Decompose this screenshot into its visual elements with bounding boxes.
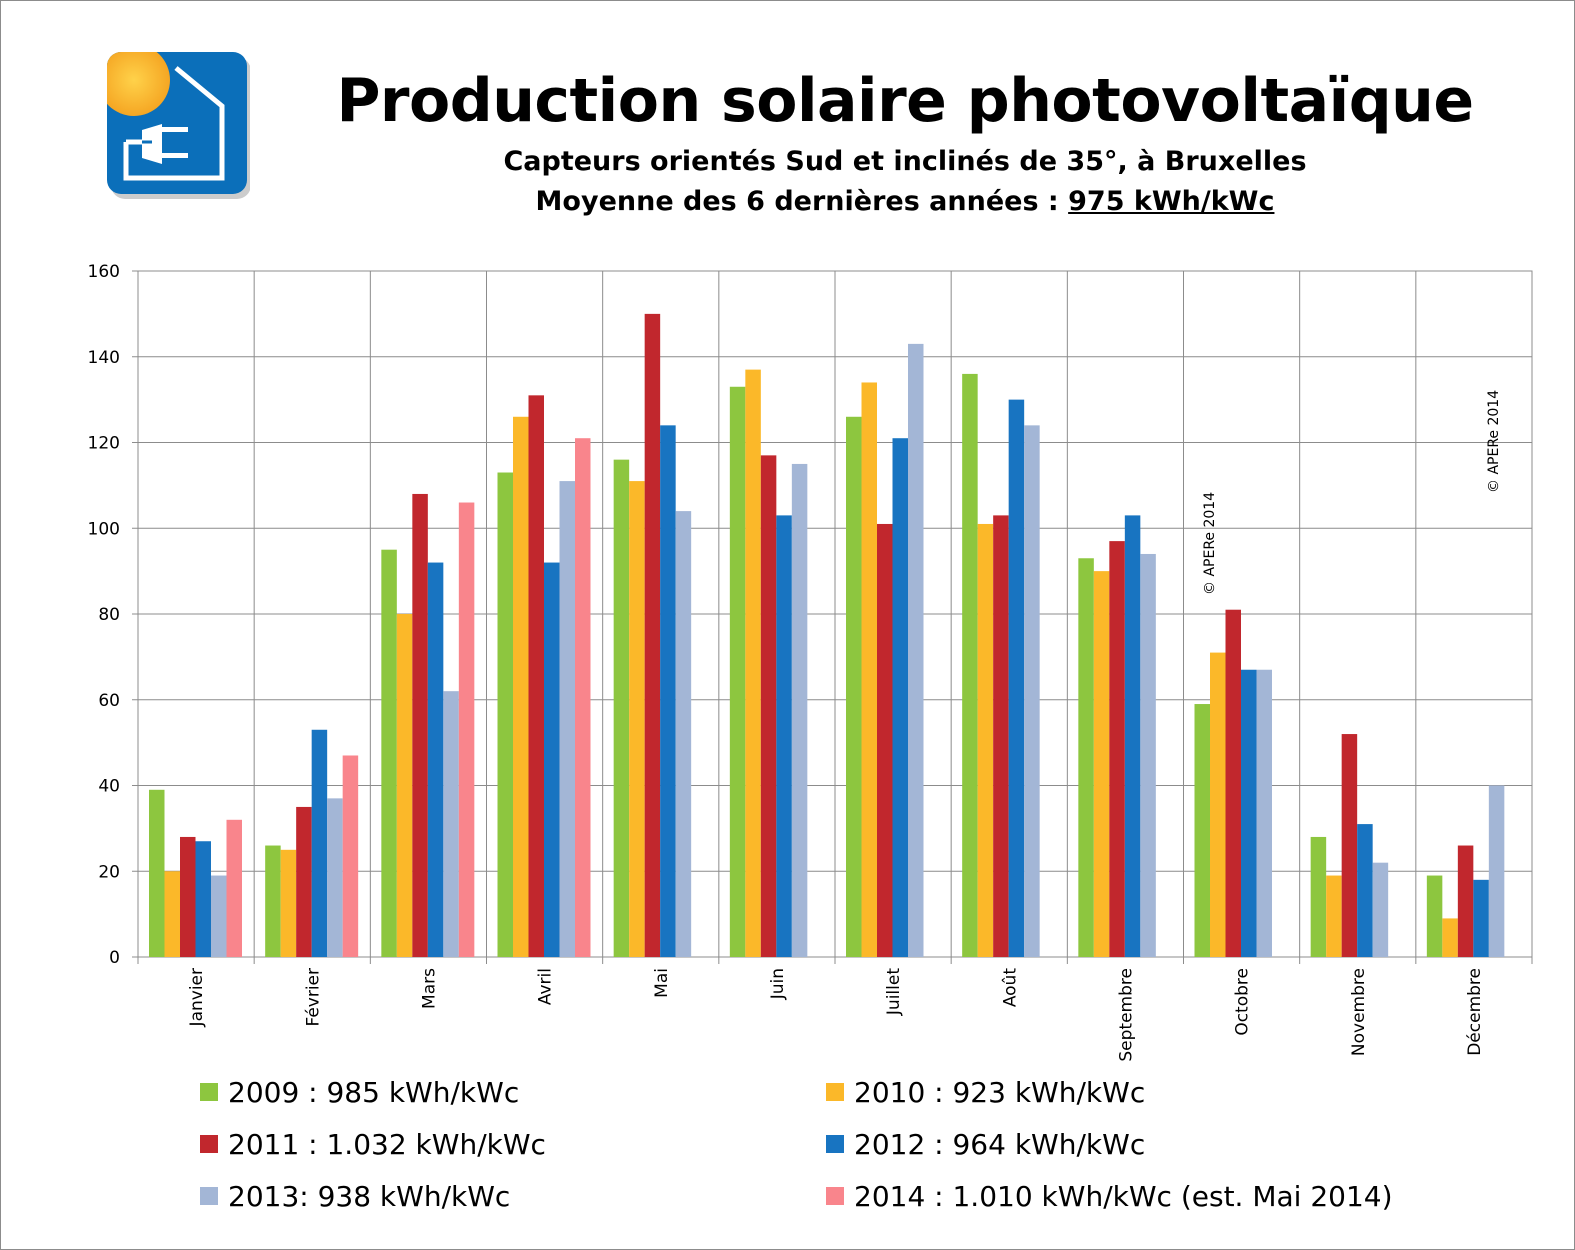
chart-subtitle-orientation: Capteurs orientés Sud et inclinés de 35°… <box>503 146 1307 177</box>
legend-swatch <box>826 1187 844 1205</box>
legend-item: 2012 : 964 kWh/kWc <box>826 1124 1145 1164</box>
legend-label: 2011 : 1.032 kWh/kWc <box>228 1127 546 1161</box>
legend-label: 2012 : 964 kWh/kWc <box>854 1127 1146 1161</box>
legend-item: 2013: 938 kWh/kWc <box>200 1176 510 1216</box>
legend-swatch <box>826 1083 844 1101</box>
legend-label: 2014 : 1.010 kWh/kWc (est. Mai 2014) <box>854 1179 1393 1213</box>
average-label: Moyenne des 6 dernières années : <box>535 186 1069 217</box>
legend-item: 2011 : 1.032 kWh/kWc <box>200 1124 546 1164</box>
legend-item: 2010 : 923 kWh/kWc <box>826 1072 1145 1112</box>
legend-item: 2009 : 985 kWh/kWc <box>200 1072 519 1112</box>
legend-swatch <box>200 1135 218 1153</box>
legend-swatch <box>826 1135 844 1153</box>
solar-plug-logo-icon <box>107 52 250 199</box>
legend-swatch <box>200 1083 218 1101</box>
legend-label: 2009 : 985 kWh/kWc <box>228 1075 520 1109</box>
legend-label: 2013: 938 kWh/kWc <box>228 1179 511 1213</box>
legend-item: 2014 : 1.010 kWh/kWc (est. Mai 2014) <box>826 1176 1393 1216</box>
legend-label: 2010 : 923 kWh/kWc <box>854 1075 1146 1109</box>
average-value: 975 kWh/kWc <box>1068 186 1275 217</box>
legend-swatch <box>200 1187 218 1205</box>
chart-subtitle-average: Moyenne des 6 dernières années : 975 kWh… <box>300 186 1510 217</box>
chart-title: Production solaire photovoltaïque <box>336 66 1474 136</box>
